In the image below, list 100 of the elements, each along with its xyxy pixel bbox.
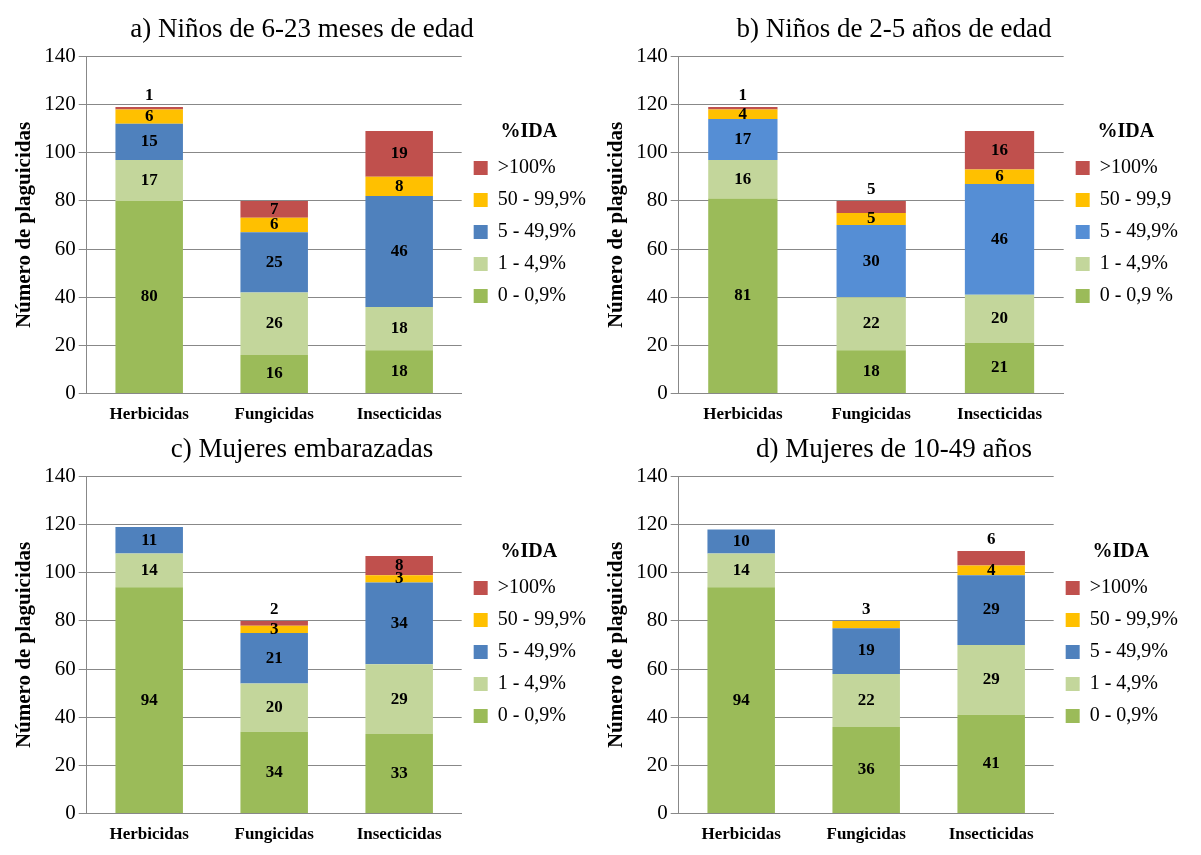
- bar: [240, 292, 308, 356]
- y-tick-label: 20: [54, 331, 76, 356]
- y-tick-label: 40: [54, 283, 76, 308]
- bar: [240, 217, 308, 233]
- y-tick-label: 120: [44, 91, 76, 116]
- legend-title: %IDA: [1092, 539, 1150, 562]
- data-label: 36: [857, 759, 875, 779]
- y-axis-title: Número de plaguicidas: [603, 541, 628, 749]
- x-tick-label: Insecticidas: [356, 824, 443, 844]
- legend-label: >100%: [1089, 575, 1148, 598]
- legend-title: %IDA: [1097, 119, 1155, 142]
- y-tick-label: 60: [646, 235, 668, 260]
- y-tick-label: 80: [646, 607, 668, 632]
- data-label: 5: [866, 208, 876, 228]
- data-label: 3: [861, 599, 871, 619]
- chart-title: d) Mujeres de 10-49 años: [756, 433, 1032, 464]
- bar: [836, 200, 906, 213]
- bar: [708, 159, 778, 199]
- bar: [240, 731, 308, 814]
- y-tick-label: 100: [44, 139, 76, 164]
- y-tick-label: 80: [646, 187, 668, 212]
- data-label: 10: [732, 530, 750, 550]
- bar: [832, 620, 900, 629]
- data-label: 19: [857, 640, 875, 660]
- bar: [365, 196, 433, 307]
- bar: [240, 632, 308, 684]
- x-tick-label: Herbicidas: [701, 824, 782, 844]
- data-label: 15: [140, 131, 158, 151]
- y-tick-label: 100: [636, 139, 668, 164]
- chart-title: a) Niños de 6-23 meses de edad: [130, 13, 475, 44]
- y-tick-label: 0: [65, 380, 76, 405]
- bar: [115, 109, 183, 124]
- data-label: 17: [140, 169, 159, 189]
- data-label: 19: [390, 143, 408, 163]
- bar: [365, 131, 433, 177]
- data-label: 46: [390, 240, 408, 260]
- bar: [964, 294, 1035, 344]
- y-tick-label: 60: [54, 655, 76, 680]
- bar: [832, 673, 900, 727]
- chart-title: b) Niños de 2-5 años de edad: [736, 13, 1052, 44]
- y-axis-title: Número de plaguicidas: [11, 541, 36, 749]
- bar: [115, 123, 183, 160]
- data-label: 4: [738, 103, 748, 123]
- data-label: 25: [265, 251, 283, 271]
- x-tick-label: Fungicidas: [826, 824, 907, 844]
- legend-label: 50 - 99,9%: [497, 187, 587, 210]
- legend-label: 1 - 4,9%: [1099, 251, 1169, 274]
- y-tick-label: 20: [646, 331, 668, 356]
- bar: [365, 734, 433, 814]
- bar: [707, 553, 775, 588]
- bar: [708, 198, 778, 394]
- x-tick-label: Herbicidas: [109, 404, 190, 424]
- bar: [957, 551, 1025, 566]
- legend-label: 0 - 0,9%: [497, 283, 567, 306]
- data-label: 46: [991, 228, 1009, 248]
- data-label: 1: [144, 85, 154, 105]
- legend-label: 50 - 99,9%: [1089, 607, 1179, 630]
- data-label: 6: [986, 529, 996, 549]
- data-label: 18: [862, 361, 880, 381]
- x-tick-label: Fungicidas: [831, 404, 912, 424]
- legend-label: 5 - 49,9%: [497, 639, 577, 662]
- bar: [240, 355, 308, 394]
- legend-label: 0 - 0,9%: [497, 703, 567, 726]
- legend-title: %IDA: [500, 539, 558, 562]
- bar: [836, 212, 906, 225]
- y-tick-label: 140: [636, 462, 668, 487]
- bar: [707, 529, 775, 554]
- bar: [707, 587, 775, 814]
- data-label: 11: [141, 529, 158, 549]
- data-label: 80: [140, 286, 158, 306]
- bar: [832, 628, 900, 674]
- y-tick-label: 140: [44, 462, 76, 487]
- x-tick-label: Insecticidas: [356, 404, 443, 424]
- data-label: 34: [265, 761, 284, 781]
- legend-label: 1 - 4,9%: [497, 251, 567, 274]
- y-tick-label: 120: [636, 91, 668, 116]
- bar: [836, 350, 906, 394]
- data-label: 16: [265, 363, 283, 383]
- x-tick-label: Herbicidas: [703, 404, 783, 424]
- bar: [708, 119, 778, 160]
- data-label: 1: [738, 85, 748, 105]
- legend-label: 5 - 49,9%: [1099, 219, 1179, 242]
- y-tick-label: 100: [636, 559, 668, 584]
- bar: [115, 159, 183, 201]
- data-label: 18: [390, 361, 408, 381]
- y-tick-label: 0: [657, 380, 668, 405]
- data-label: 94: [140, 689, 159, 709]
- data-label: 26: [265, 313, 283, 333]
- x-tick-label: Insecticidas: [957, 404, 1043, 424]
- x-tick-label: Fungicidas: [234, 404, 315, 424]
- bar: [115, 200, 183, 394]
- bar: [240, 683, 308, 732]
- y-tick-label: 120: [636, 511, 668, 536]
- y-tick-label: 0: [657, 800, 668, 825]
- data-label: 21: [991, 357, 1009, 377]
- legend-label: 5 - 49,9%: [1089, 639, 1169, 662]
- bar: [115, 553, 183, 588]
- y-tick-label: 80: [54, 607, 76, 632]
- bar: [708, 109, 778, 120]
- bar: [957, 575, 1025, 645]
